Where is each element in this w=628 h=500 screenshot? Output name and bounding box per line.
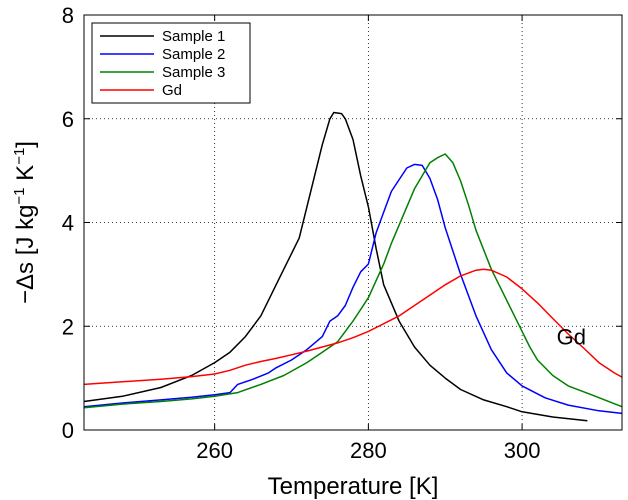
grid (84, 15, 622, 430)
y-axis-label-mid: K (12, 165, 39, 188)
x-axis-label: Temperature [K] (268, 473, 439, 500)
series-line-sample-3 (83, 153, 623, 409)
y-axis-label-sup2: −1 (11, 148, 28, 165)
legend-label-sample-3: Sample 3 (162, 64, 225, 81)
legend-label-sample-1: Sample 1 (162, 28, 225, 45)
y-tick-label: 4 (62, 211, 74, 236)
series-line-sample-1 (83, 111, 588, 422)
y-axis-label: −Δs [J kg−1 K−1] (11, 141, 39, 304)
y-tick-label: 2 (62, 314, 74, 339)
y-tick-label: 0 (62, 418, 74, 443)
x-tick-label: 300 (504, 438, 541, 463)
x-tick-label: 260 (196, 438, 233, 463)
series-line-gd (83, 268, 623, 386)
plot-series (83, 111, 623, 422)
legend-label-gd: Gd (162, 82, 182, 99)
annotation-gd: Gd (557, 325, 586, 350)
series-line-sample-2 (83, 163, 623, 415)
y-axis-label-end: ] (12, 141, 39, 148)
legend-label-sample-2: Sample 2 (162, 46, 225, 63)
axis-ticks: 260 280 300 0 2 4 6 8 (62, 3, 622, 463)
y-axis-label-main: −Δs [J kg (12, 205, 39, 304)
x-tick-label: 280 (350, 438, 387, 463)
y-tick-label: 6 (62, 107, 74, 132)
y-axis-label-sup1: −1 (11, 187, 28, 204)
y-tick-label: 8 (62, 3, 74, 28)
